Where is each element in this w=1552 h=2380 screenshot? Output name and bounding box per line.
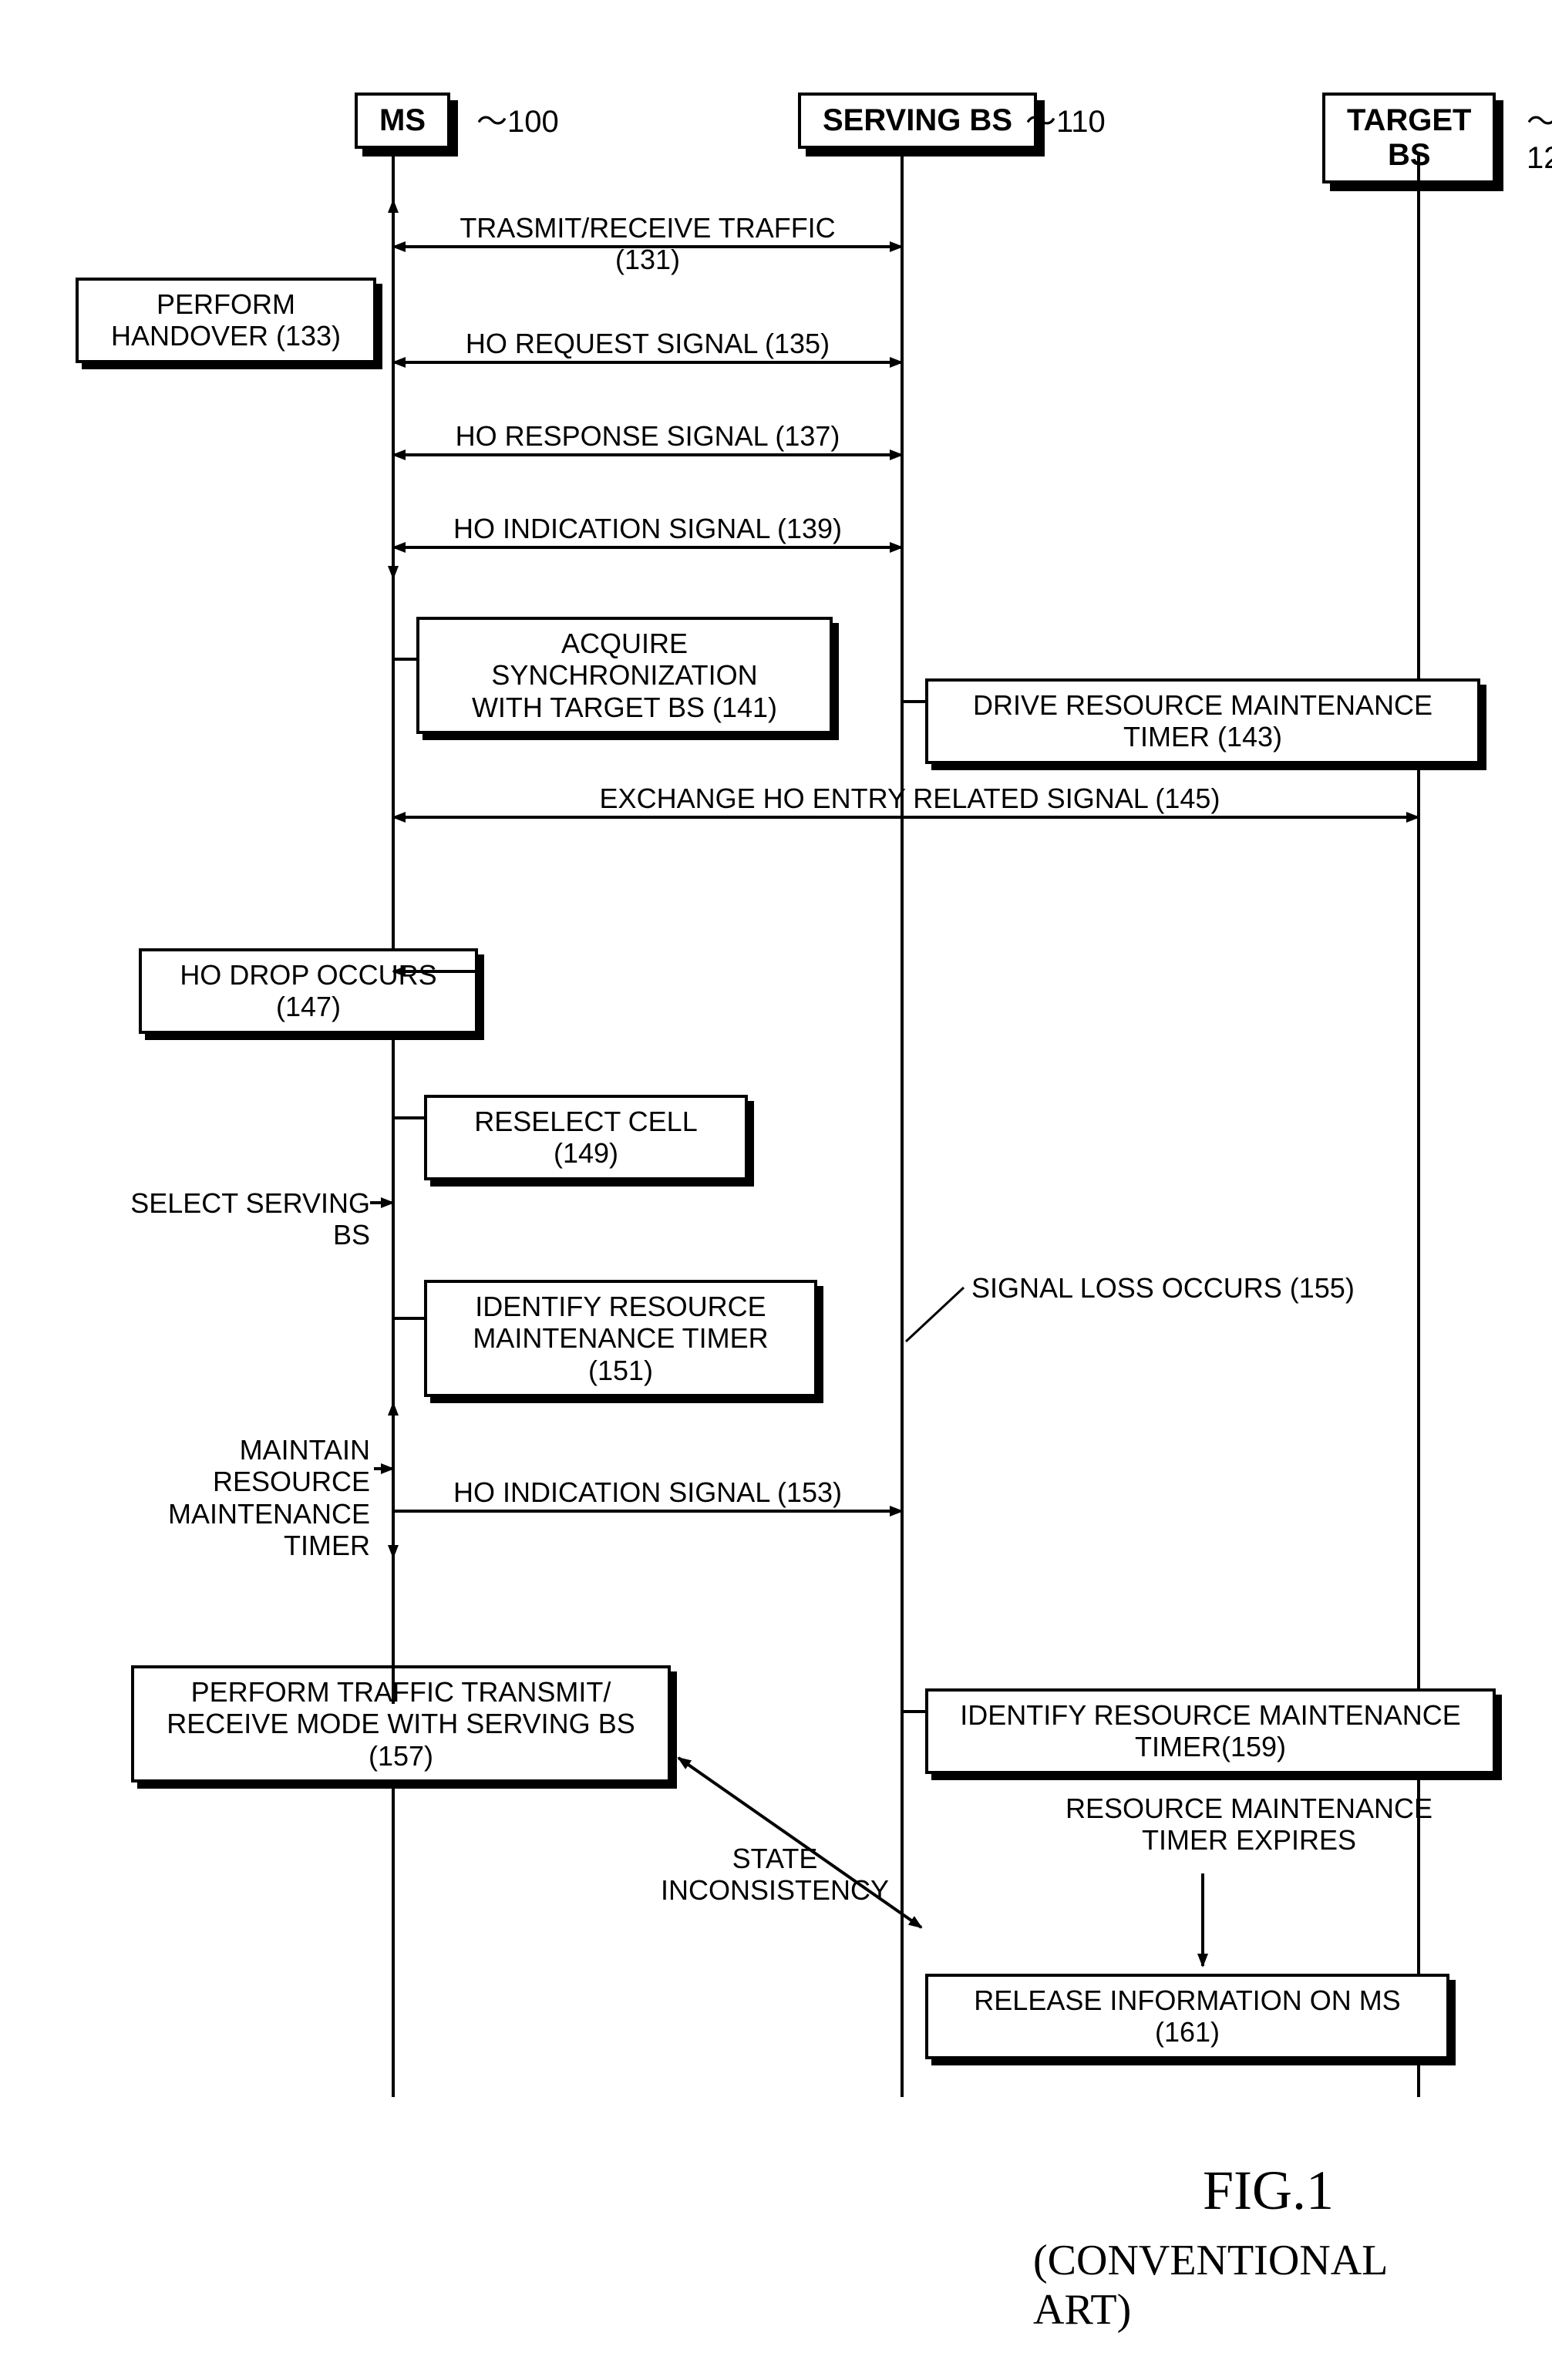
entity-target-id: ～120 (1527, 96, 1552, 176)
leader-signal-loss (906, 1288, 964, 1341)
sequence-diagram: MS ～100 SERVING BS ～110 TARGET BS ～120 T… (62, 77, 1488, 2159)
arrow-overlay (62, 77, 1488, 2159)
figure-title: FIG.1 (1203, 2159, 1334, 2223)
arrow-state-inc (678, 1758, 921, 1927)
figure-subtitle: (CONVENTIONAL ART) (1033, 2236, 1488, 2335)
